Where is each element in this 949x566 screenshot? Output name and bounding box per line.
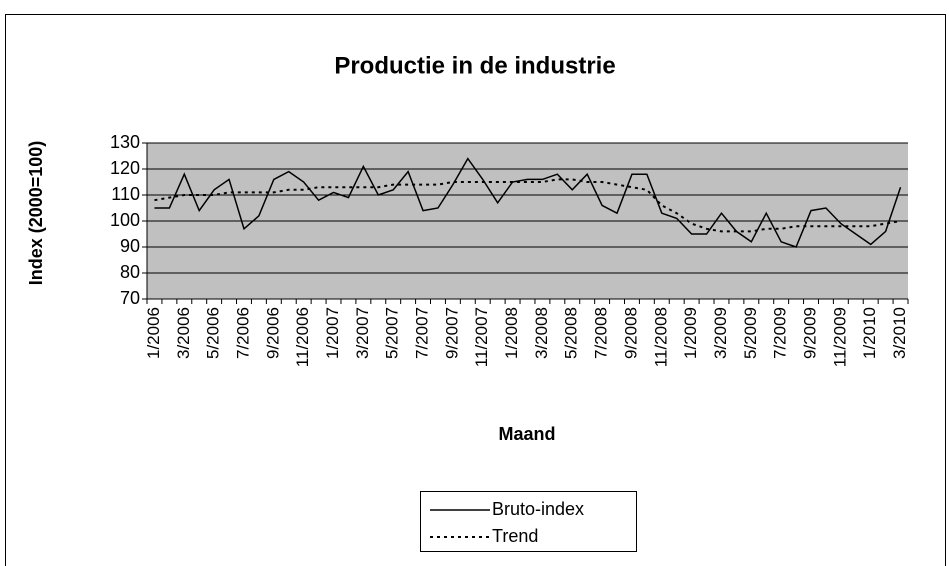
x-tick-label: 11/2008 (651, 307, 670, 367)
x-tick-label: 3/2007 (353, 307, 372, 359)
x-tick-label: 5/2006 (204, 307, 223, 359)
x-tick-label: 5/2007 (383, 307, 402, 359)
y-tick-label: 90 (120, 236, 140, 256)
x-tick-label: 3/2010 (890, 307, 909, 359)
x-tick-label: 1/2010 (860, 307, 879, 359)
x-axis-label: Maand (498, 424, 555, 444)
x-tick-label: 11/2007 (472, 307, 491, 367)
x-tick-label: 11/2006 (293, 307, 312, 367)
y-axis-label: Index (2000=100) (26, 141, 46, 286)
y-tick-label: 110 (111, 184, 140, 204)
legend-label: Trend (492, 526, 538, 546)
x-tick-label: 1/2008 (502, 307, 521, 359)
x-tick-label: 3/2008 (532, 307, 551, 359)
x-tick-label: 9/2008 (621, 307, 640, 359)
chart-title: Productie in de industrie (334, 52, 615, 79)
y-tick-label: 120 (110, 158, 140, 178)
y-tick-label: 80 (120, 262, 140, 282)
y-tick-label: 70 (120, 288, 140, 308)
y-tick-label: 100 (110, 210, 140, 230)
x-tick-label: 9/2009 (800, 307, 819, 359)
x-tick-label: 1/2009 (681, 307, 700, 359)
x-tick-label: 11/2009 (830, 307, 849, 367)
y-tick-label: 130 (110, 132, 140, 152)
series-line (154, 178, 901, 233)
x-tick-label: 1/2007 (323, 307, 342, 359)
legend-label: Bruto-index (492, 499, 584, 519)
x-tick-label: 5/2008 (562, 307, 581, 359)
x-tick-label: 3/2009 (711, 307, 730, 359)
x-tick-label: 7/2009 (771, 307, 790, 359)
x-tick-label: 3/2006 (174, 307, 193, 359)
x-tick-label: 7/2008 (592, 307, 611, 359)
x-tick-label: 5/2009 (741, 307, 760, 359)
x-tick-label: 9/2007 (442, 307, 461, 359)
x-tick-label: 7/2007 (413, 307, 432, 359)
legend-box (420, 491, 637, 552)
x-tick-label: 9/2006 (263, 307, 282, 359)
series-line (154, 157, 902, 248)
x-tick-label: 1/2006 (144, 307, 163, 359)
x-tick-label: 7/2006 (233, 307, 252, 359)
